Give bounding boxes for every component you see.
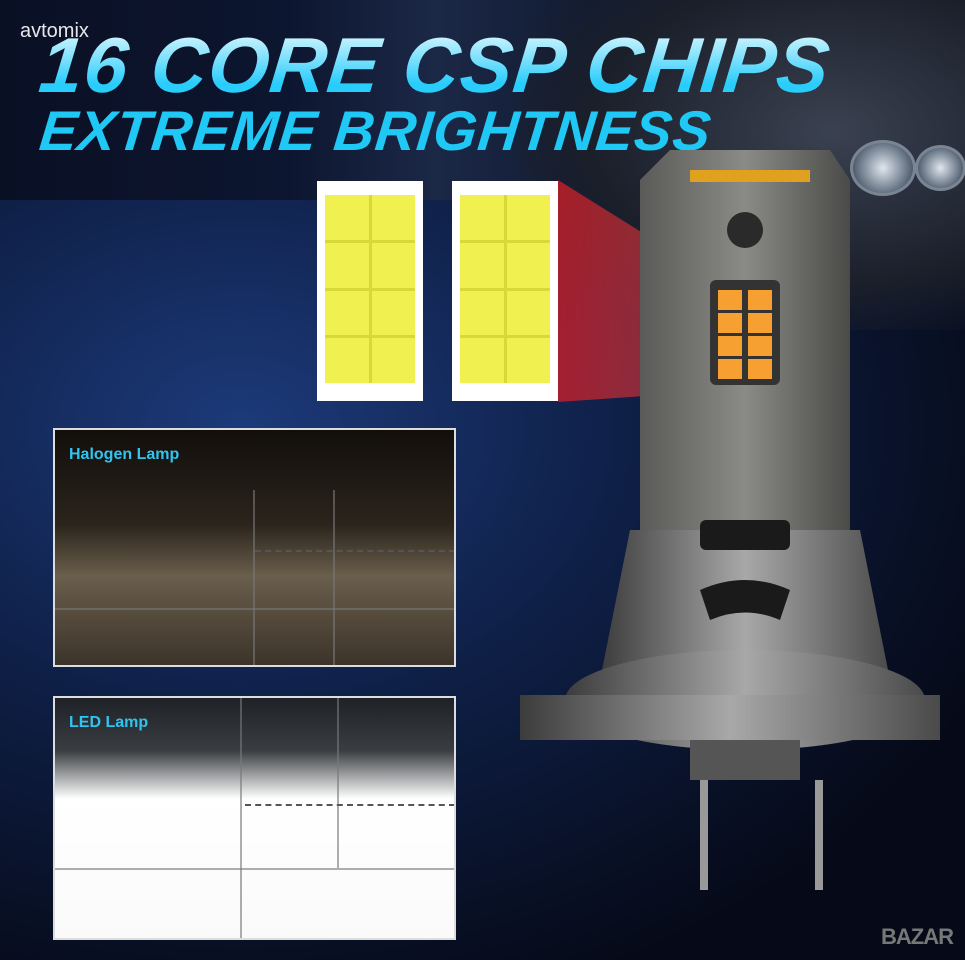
csp-chip-panel xyxy=(317,181,423,401)
led-comparison-panel: LED Lamp xyxy=(53,696,456,940)
csp-chip-panel xyxy=(452,181,558,401)
led-label: LED Lamp xyxy=(69,714,149,731)
halogen-comparison-panel: Halogen Lamp xyxy=(53,428,456,667)
car-headlight xyxy=(850,140,916,196)
car-headlight xyxy=(915,145,965,191)
halogen-label: Halogen Lamp xyxy=(69,446,180,463)
led-bulb-image xyxy=(520,150,940,890)
watermark: avtomix xyxy=(20,20,89,43)
bazar-logo: BAZAR xyxy=(881,924,954,949)
